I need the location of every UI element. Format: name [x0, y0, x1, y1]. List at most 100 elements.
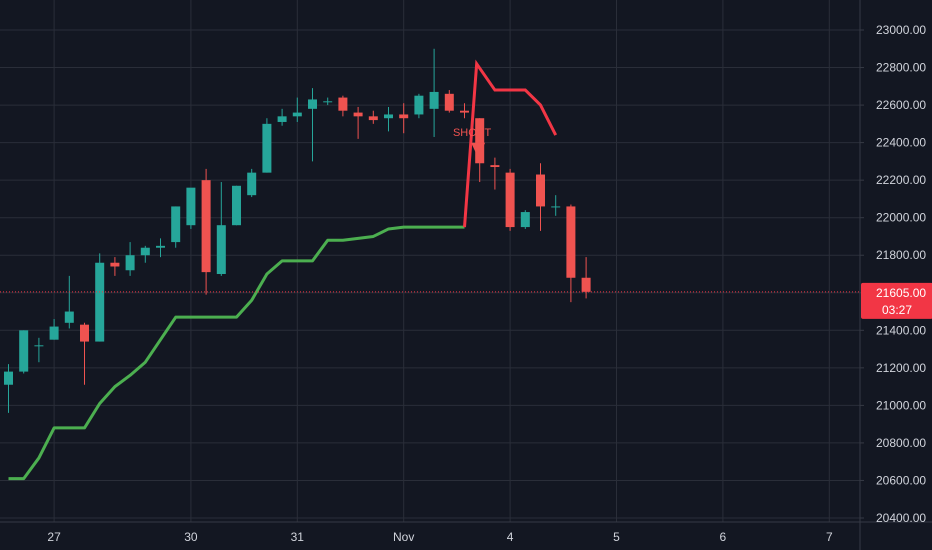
candle-body: [536, 174, 545, 207]
candle-body: [186, 187, 196, 226]
price-tick-label: 22400.00: [876, 136, 926, 150]
time-tick-label: Nov: [393, 530, 414, 544]
annotation-layer: SHORT: [453, 127, 492, 158]
candle-body: [581, 277, 591, 292]
grid: [0, 0, 860, 522]
candle: [536, 163, 545, 231]
candle-body: [353, 112, 363, 117]
candle-body: [551, 206, 561, 208]
candle-body: [475, 118, 485, 164]
candle: [338, 95, 348, 117]
candle: [551, 195, 561, 216]
candle: [171, 206, 181, 248]
candle-body: [490, 165, 500, 168]
bar-countdown: 03:27: [882, 303, 912, 317]
candle: [49, 319, 59, 340]
time-tick-label: 4: [507, 530, 514, 544]
candle: [444, 90, 454, 113]
candle-body: [444, 93, 454, 111]
price-tick-label: 23000.00: [876, 23, 926, 37]
candle-body: [262, 123, 272, 173]
candle: [262, 118, 272, 173]
candle: [277, 108, 287, 126]
candle: [216, 182, 226, 276]
candle: [186, 187, 196, 229]
candle: [110, 257, 120, 276]
candle: [414, 93, 424, 119]
candle: [581, 257, 591, 299]
candle: [125, 242, 135, 276]
candle: [566, 204, 576, 303]
last-price-value: 21605.00: [876, 286, 926, 300]
candle-body: [80, 324, 89, 342]
price-tick-label: 20800.00: [876, 436, 926, 450]
time-tick-label: 27: [47, 530, 61, 544]
candle: [247, 168, 257, 198]
candle-body: [110, 262, 120, 267]
time-tick-label: 31: [291, 530, 305, 544]
price-tick-label: 22800.00: [876, 61, 926, 75]
price-tick-label: 22000.00: [876, 211, 926, 225]
candle-body: [95, 262, 105, 342]
candle: [156, 238, 165, 258]
time-tick-label: 7: [826, 530, 833, 544]
candle-body: [216, 225, 226, 274]
candle-body: [171, 206, 181, 243]
candle-body: [34, 345, 44, 347]
candle: [460, 103, 469, 119]
time-axis[interactable]: 27 30 31 Nov 4 5 6 7: [47, 530, 833, 544]
candle: [505, 168, 515, 231]
support-line-layer: [8, 225, 465, 481]
candle: [323, 97, 333, 106]
candle-body: [460, 110, 469, 113]
candle-body: [277, 116, 287, 122]
last-price-badge-bg: [861, 282, 932, 319]
candle-body: [292, 112, 302, 117]
price-tick-label: 21400.00: [876, 323, 926, 337]
candle: [95, 253, 105, 342]
signal-line-layer: [463, 59, 558, 228]
candle-body: [156, 245, 165, 248]
short-arrow-icon: [471, 142, 486, 158]
candle-body: [64, 311, 74, 323]
candle: [399, 103, 409, 134]
candle: [34, 337, 44, 363]
candle-body: [49, 326, 59, 340]
candle-body: [414, 95, 424, 115]
candle: [140, 245, 150, 263]
support-line: [8, 225, 465, 481]
price-tick-label: 21000.00: [876, 398, 926, 412]
time-tick-label: 30: [184, 530, 198, 544]
price-tick-label: 21200.00: [876, 361, 926, 375]
candle: [429, 48, 439, 137]
price-tick-label: 22200.00: [876, 173, 926, 187]
price-tick-label: 22600.00: [876, 98, 926, 112]
candle: [4, 364, 13, 413]
candle: [19, 330, 29, 374]
price-tick-label: 21800.00: [876, 248, 926, 262]
candle-body: [308, 99, 317, 109]
candle-body: [323, 101, 333, 103]
last-price-badge: 21605.00 03:27: [861, 282, 932, 319]
candle: [368, 110, 378, 124]
price-tick-label: 20600.00: [876, 473, 926, 487]
candle: [232, 185, 241, 226]
candle-body: [384, 114, 393, 119]
candle: [80, 322, 89, 385]
candle-body: [368, 116, 378, 121]
candle-body: [125, 255, 135, 271]
candle: [201, 168, 211, 295]
candle: [353, 106, 363, 139]
candle: [520, 210, 530, 229]
candle-body: [4, 371, 13, 385]
candle: [384, 106, 393, 132]
candle-body: [19, 330, 29, 372]
candle-body: [399, 114, 409, 119]
time-tick-label: 5: [613, 530, 620, 544]
candle-body: [140, 247, 150, 256]
candle-body: [505, 172, 515, 228]
candle-body: [201, 180, 211, 273]
candle-body: [232, 185, 241, 226]
